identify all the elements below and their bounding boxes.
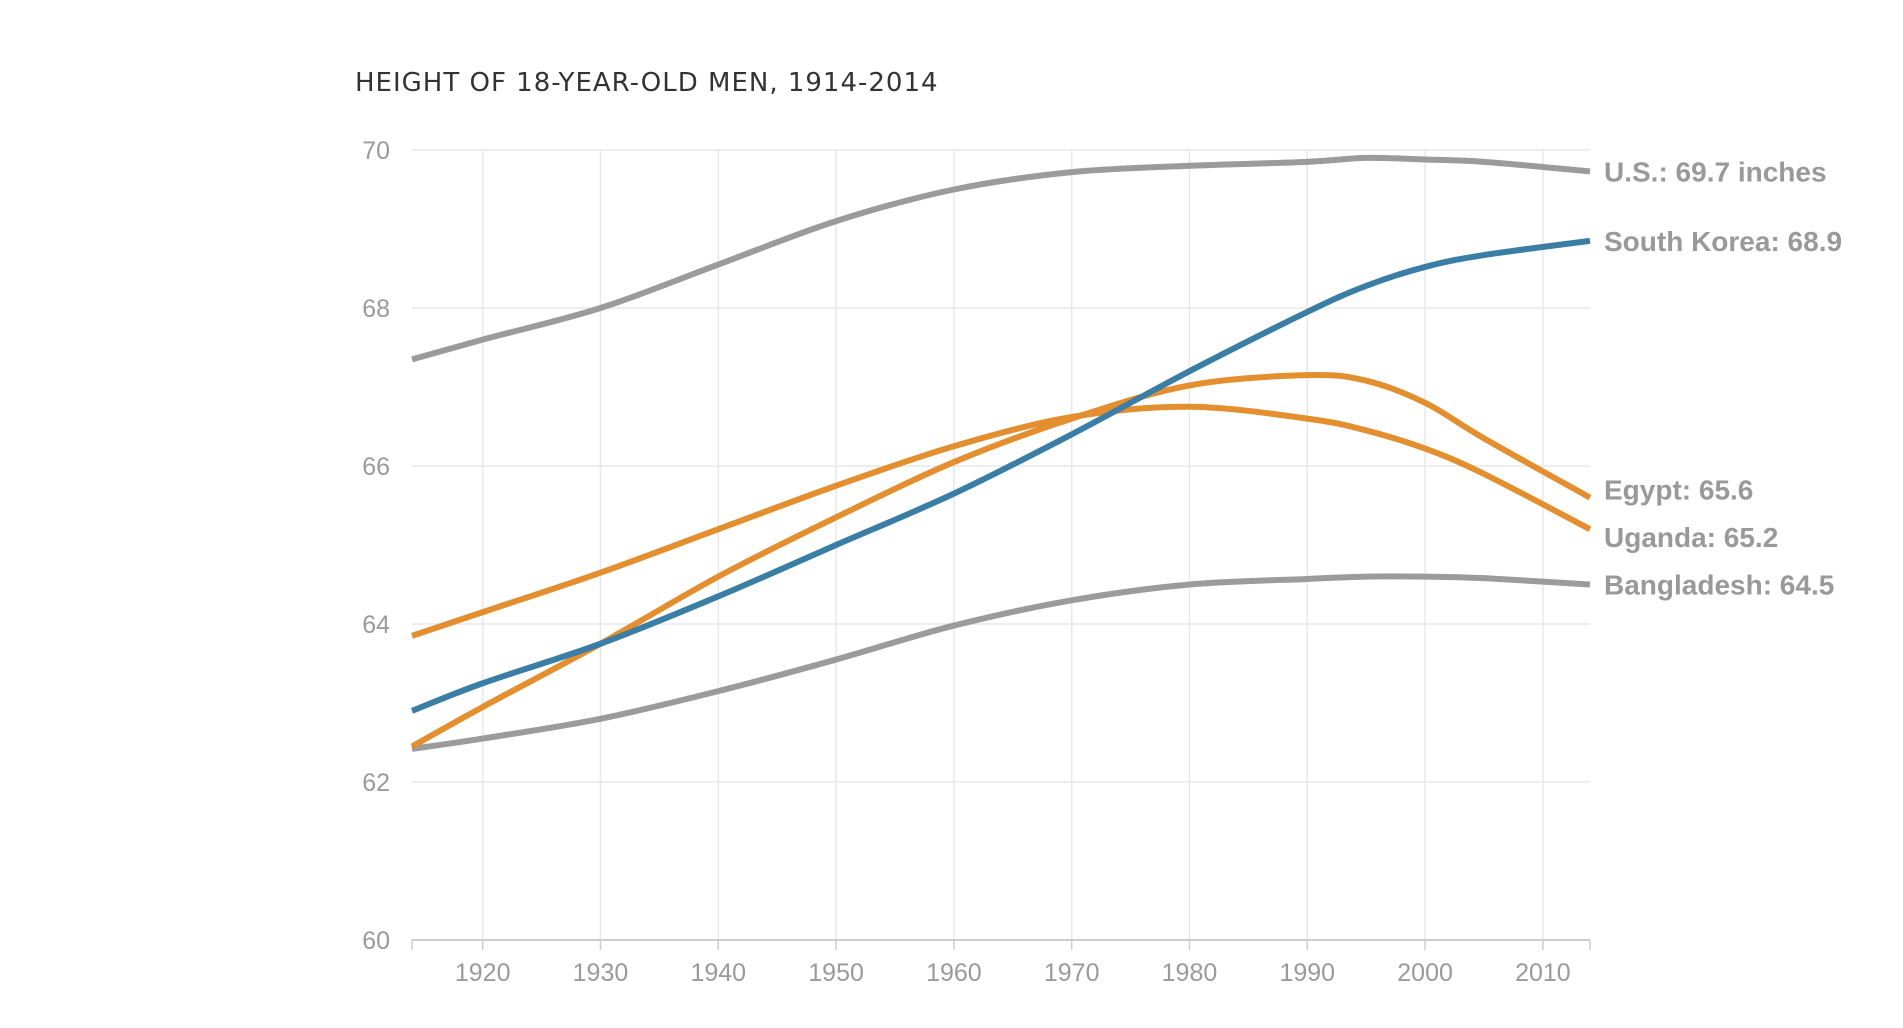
- y-tick-label: 60: [362, 927, 390, 955]
- chart-title: HEIGHT OF 18-YEAR-OLD MEN, 1914-2014: [355, 68, 939, 98]
- x-tick-label: 2000: [1397, 959, 1453, 987]
- series-line-uganda: [411, 403, 1592, 639]
- x-tick-label: 1920: [455, 959, 511, 987]
- x-tick-label: 1940: [690, 959, 746, 987]
- end-label-uganda: Uganda: 65.2: [1604, 522, 1778, 553]
- y-tick-label: 70: [362, 137, 390, 165]
- x-tick-label: 1960: [926, 959, 982, 987]
- end-label-bangladesh: Bangladesh: 64.5: [1604, 570, 1834, 601]
- x-tick-label: 1990: [1279, 959, 1335, 987]
- series-lines: [410, 154, 1592, 752]
- series-line-bangladesh: [411, 573, 1591, 752]
- grid: [412, 149, 1590, 940]
- x-tick-label: 2010: [1515, 959, 1571, 987]
- x-tick-label: 1950: [808, 959, 864, 987]
- y-tick-label: 66: [362, 453, 390, 481]
- x-tick-label: 1970: [1044, 959, 1100, 987]
- x-tick-label: 1930: [573, 959, 629, 987]
- series-end-labels: U.S.: 69.7 inches South Korea: 68.9 Egypt:…: [1604, 156, 1842, 600]
- end-label-egypt: Egypt: 65.6: [1604, 475, 1753, 506]
- axes: 60 62 64 66 68 70 1920 1930 1940 1950 1960 1970 1980…: [362, 137, 1591, 987]
- y-tick-label: 64: [362, 611, 390, 639]
- series-line-south-korea: [410, 237, 1591, 714]
- x-tick-label: 1980: [1162, 959, 1218, 987]
- end-label-south-korea: South Korea: 68.9: [1604, 226, 1842, 257]
- y-tick-label: 68: [362, 295, 390, 323]
- y-tick-label: 62: [362, 769, 390, 797]
- series-line-u-s: [411, 154, 1591, 363]
- end-label-u-s: U.S.: 69.7 inches: [1604, 156, 1827, 187]
